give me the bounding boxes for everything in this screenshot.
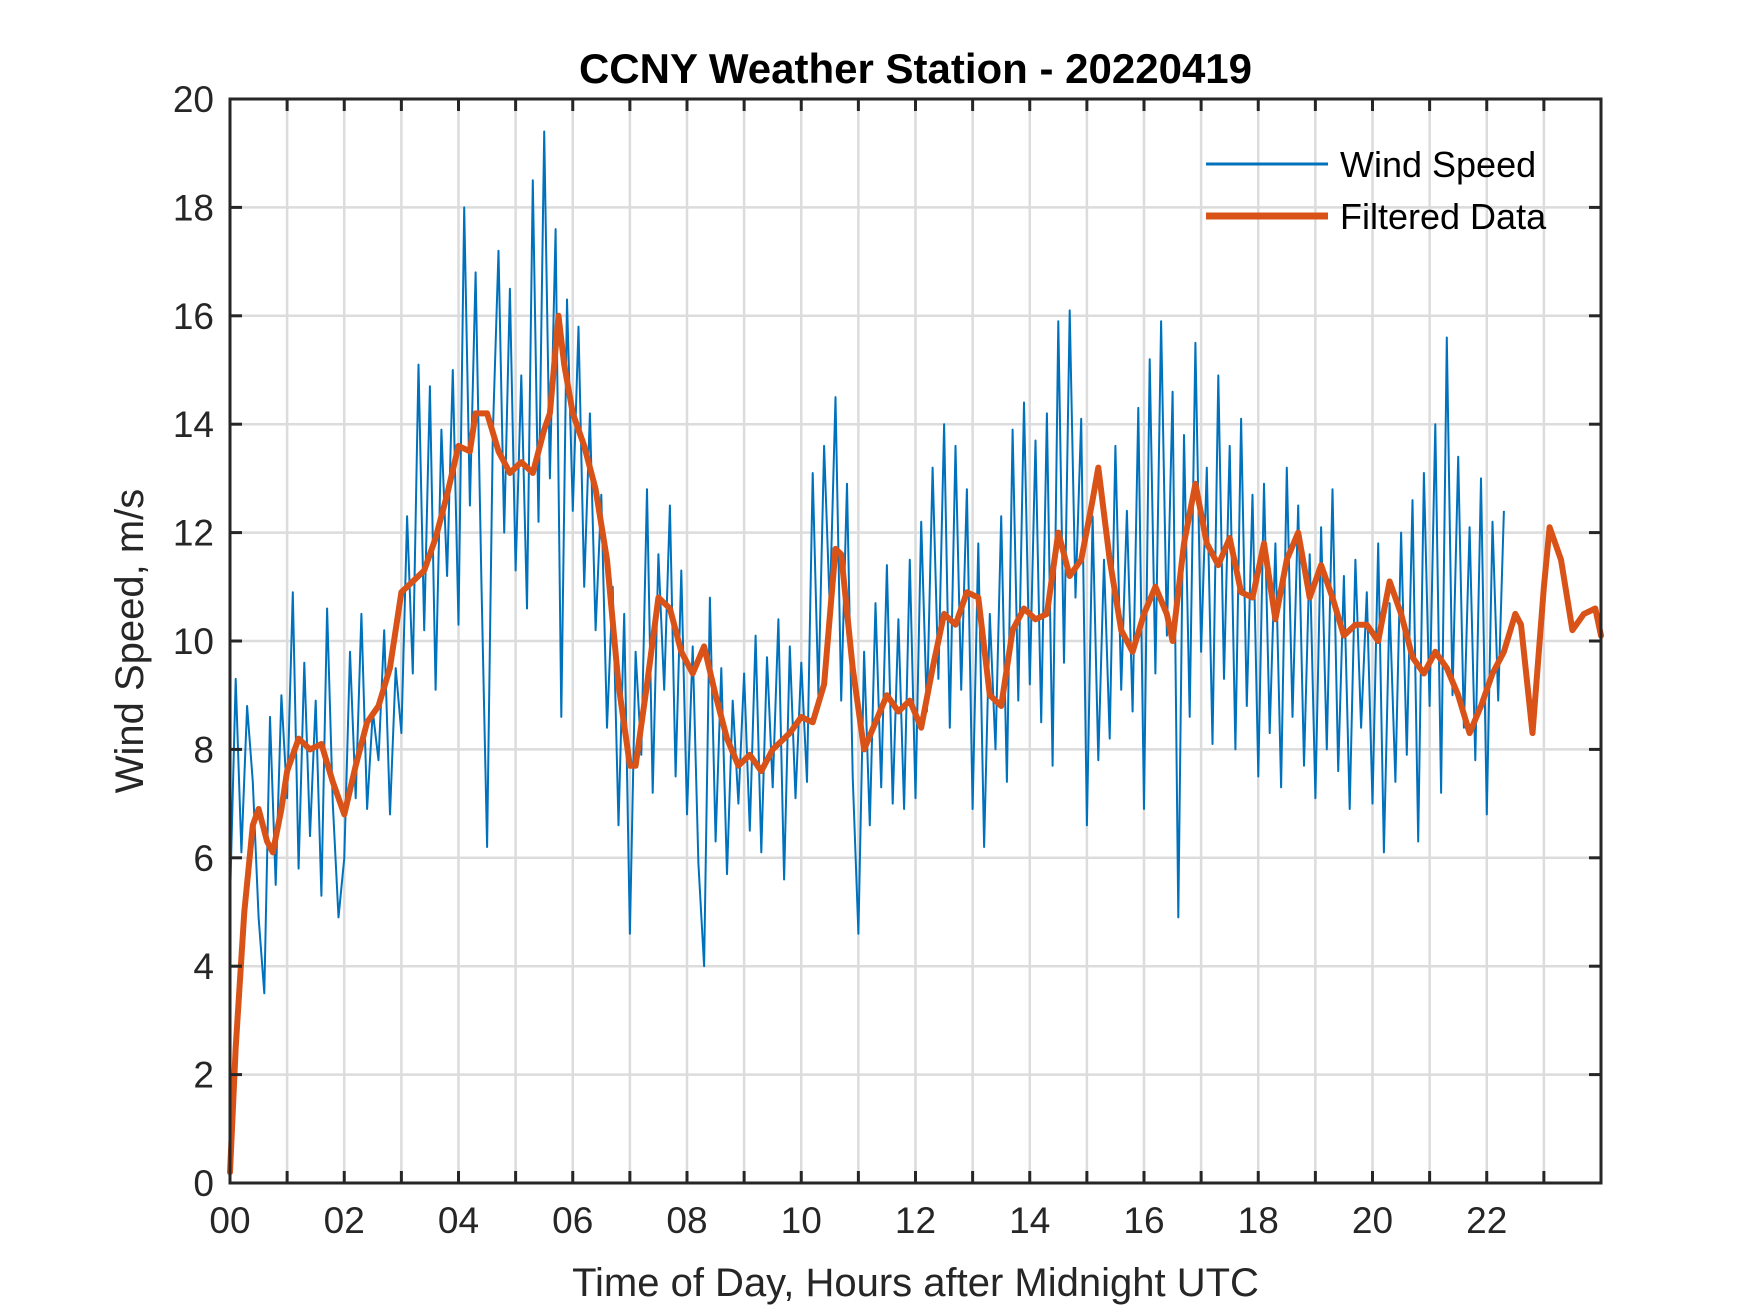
legend-label-filtered-data: Filtered Data — [1340, 196, 1547, 237]
y-tick-label: 8 — [193, 729, 214, 770]
x-tick-label: 12 — [895, 1200, 936, 1241]
legend: Wind Speed Filtered Data — [1206, 144, 1547, 237]
y-tick-label: 18 — [173, 187, 214, 228]
y-tick-label: 4 — [193, 946, 214, 987]
tick-labels: 00 02 04 06 08 10 12 14 16 18 20 220246810121416182… — [173, 79, 1507, 1241]
legend-label-wind-speed: Wind Speed — [1340, 144, 1536, 185]
x-tick-label: 02 — [324, 1200, 365, 1241]
y-tick-label: 10 — [173, 621, 214, 662]
x-tick-label: 16 — [1123, 1200, 1164, 1241]
y-tick-label: 12 — [173, 513, 214, 554]
series-layer — [227, 130, 1604, 1176]
x-tick-label: 08 — [666, 1200, 707, 1241]
y-axis-label: Wind Speed, m/s — [108, 489, 152, 794]
x-tick-label: 00 — [209, 1200, 250, 1241]
y-tick-label: 0 — [193, 1163, 214, 1204]
axis-ticks — [230, 97, 1601, 1185]
y-tick-label: 6 — [193, 838, 214, 879]
x-tick-label: 22 — [1466, 1200, 1507, 1241]
y-tick-label: 14 — [173, 404, 214, 445]
x-tick-label: 20 — [1352, 1200, 1393, 1241]
y-tick-label: 2 — [193, 1055, 214, 1096]
x-tick-label: 10 — [781, 1200, 822, 1241]
y-tick-label: 20 — [173, 79, 214, 120]
x-tick-label: 18 — [1238, 1200, 1279, 1241]
plot-border — [228, 97, 1603, 1185]
chart-title: CCNY Weather Station - 20220419 — [579, 45, 1252, 92]
series-filtered-data-line — [227, 312, 1604, 1176]
x-tick-label: 04 — [438, 1200, 479, 1241]
y-tick-label: 16 — [173, 296, 214, 337]
x-tick-label: 14 — [1009, 1200, 1050, 1241]
x-tick-label: 06 — [552, 1200, 593, 1241]
grid-lines — [230, 99, 1601, 1183]
x-axis-label: Time of Day, Hours after Midnight UTC — [572, 1261, 1259, 1305]
